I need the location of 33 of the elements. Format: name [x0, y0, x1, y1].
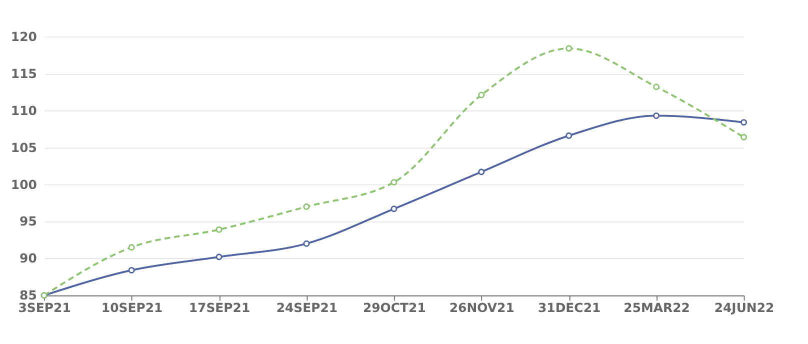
point	[390, 178, 398, 186]
y-tick-label: 115	[10, 66, 37, 81]
point	[216, 226, 222, 233]
point	[566, 45, 572, 52]
point	[740, 134, 748, 140]
point	[303, 240, 310, 247]
point	[478, 168, 485, 176]
x-tick-label: 10SEP21	[101, 300, 163, 316]
x-tick-label: 29OCT21	[362, 300, 426, 316]
x-tick-label: 25MAR22	[624, 300, 690, 316]
point	[128, 266, 135, 274]
x-tick-label: 24JUN22	[714, 300, 774, 316]
point	[653, 84, 660, 90]
x-tick-label: 31DEC21	[538, 300, 601, 316]
y-tick-label: 95	[20, 214, 37, 229]
y-tick-label: 90	[20, 250, 38, 266]
y-tick-label: 105	[10, 140, 37, 155]
x-tick-label: 26NOV21	[449, 300, 514, 316]
y-tick-label: 100	[10, 176, 38, 192]
point	[390, 206, 398, 212]
x-tick-label: 24SEP21	[276, 300, 338, 316]
point	[303, 203, 310, 210]
point	[478, 92, 485, 98]
x-tick-label: 3SEP21	[18, 300, 71, 316]
point	[740, 119, 748, 126]
point	[566, 132, 572, 139]
point	[216, 254, 222, 260]
point	[128, 244, 135, 251]
x-tick-label: 17SEP21	[188, 300, 250, 316]
y-tick-label: 85	[20, 288, 37, 303]
y-tick-label: 110	[10, 102, 38, 118]
point	[653, 112, 660, 119]
y-tick-label: 120	[10, 28, 38, 44]
